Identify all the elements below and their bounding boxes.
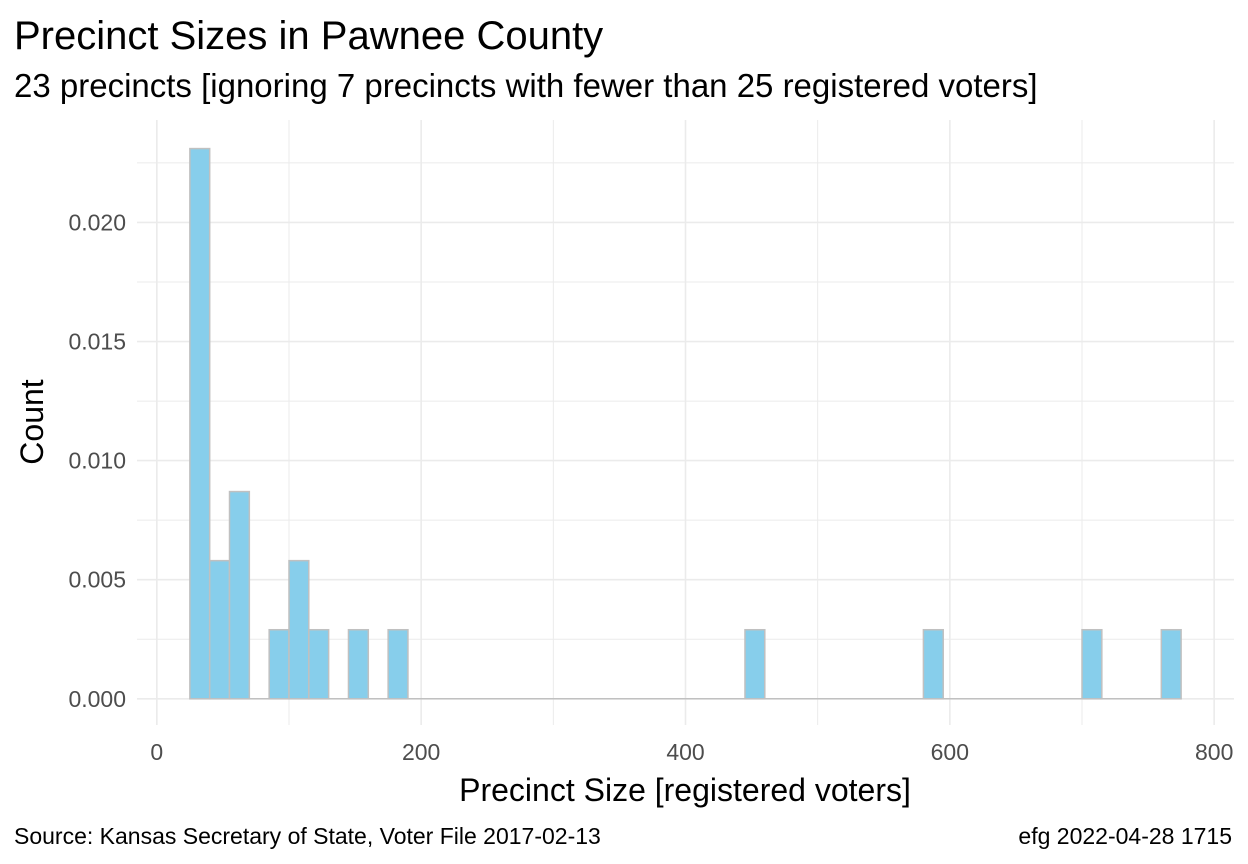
- x-tick-label: 800: [1195, 739, 1233, 765]
- histogram-bar: [347, 628, 370, 700]
- source-caption: Source: Kansas Secretary of State, Voter…: [14, 823, 601, 849]
- y-tick-label: 0.010: [68, 448, 126, 474]
- histogram-bars: [189, 147, 1182, 700]
- x-tick-labels: 0 200 400 600 800: [150, 739, 1233, 765]
- x-tick-label: 400: [666, 739, 704, 765]
- y-tick-label: 0.020: [68, 209, 126, 235]
- histogram-bar: [189, 147, 211, 700]
- chart-subtitle: 23 precincts [ignoring 7 precincts with …: [14, 67, 1038, 104]
- histogram-bar: [1160, 628, 1182, 700]
- author-stamp: efg 2022-04-28 1715: [1018, 823, 1232, 849]
- histogram-bar: [922, 628, 944, 700]
- histogram-bar: [288, 559, 310, 700]
- y-axis-title: Count: [14, 379, 50, 465]
- y-tick-label: 0.005: [68, 567, 126, 593]
- histogram-bar: [208, 559, 231, 700]
- x-axis-title: Precinct Size [registered voters]: [459, 772, 911, 808]
- histogram-bar: [1081, 628, 1103, 700]
- histogram-bar: [744, 628, 766, 700]
- y-tick-label: 0.015: [68, 329, 126, 355]
- y-tick-label: 0.000: [68, 686, 126, 712]
- histogram-bar: [308, 628, 330, 700]
- x-tick-label: 200: [402, 739, 440, 765]
- histogram-bar: [228, 490, 251, 700]
- chart-title: Precinct Sizes in Pawnee County: [14, 14, 604, 58]
- histogram-bar: [268, 628, 290, 700]
- x-tick-label: 600: [931, 739, 969, 765]
- x-tick-label: 0: [150, 739, 163, 765]
- y-tick-labels: 0.000 0.005 0.010 0.015 0.020: [68, 209, 126, 711]
- histogram-bar: [387, 628, 409, 700]
